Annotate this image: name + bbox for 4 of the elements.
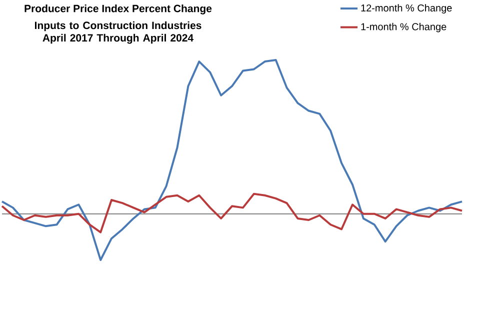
legend-label: 1-month % Change (361, 22, 446, 32)
legend-label: 12-month % Change (361, 4, 452, 14)
chart-subtitle: Inputs to Construction Industries April 2017 Through April 2024 (35, 21, 202, 44)
chart-title: Producer Price Index Percent Change (24, 4, 212, 14)
